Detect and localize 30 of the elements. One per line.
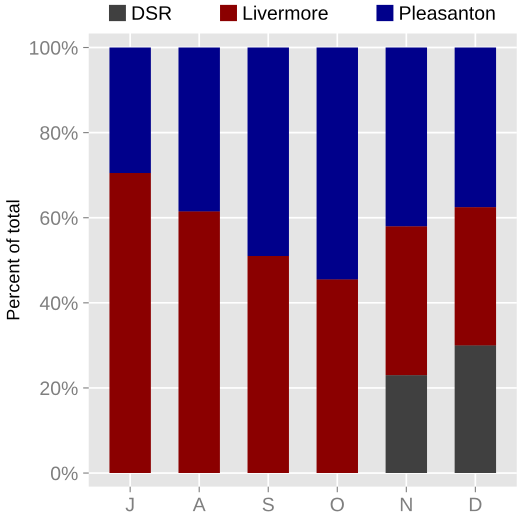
bar [454,48,496,208]
bar [316,279,358,474]
x-tick-label: O [330,498,344,512]
y-tick-label: 80% [40,126,78,140]
bar [178,211,220,474]
bar [454,207,496,346]
bar [248,48,289,256]
y-tick-label: 100% [30,40,78,55]
bar [316,48,358,280]
y-tick-label: 0% [50,466,78,480]
bar [109,48,151,174]
bar [248,256,289,474]
bar [178,48,220,212]
x-tick-label: S [262,498,274,512]
x-tick-label: D [470,498,482,512]
x-tick-label: J [126,498,134,512]
bar [386,48,428,226]
y-tick-label: 60% [40,211,78,225]
bar [454,345,496,474]
bar [386,375,428,474]
legend-label: Livermore [244,6,328,20]
bar [109,173,151,474]
legend-label: Pleasanton [400,6,495,20]
y-tick-label: 20% [40,381,78,396]
x-tick-label: N [400,498,412,512]
legend-label: DSR [132,6,172,20]
x-tick-label: A [192,498,206,512]
bar [386,226,428,376]
y-tick-label: 40% [40,296,78,310]
y-axis-title: Percent of total [6,200,20,320]
